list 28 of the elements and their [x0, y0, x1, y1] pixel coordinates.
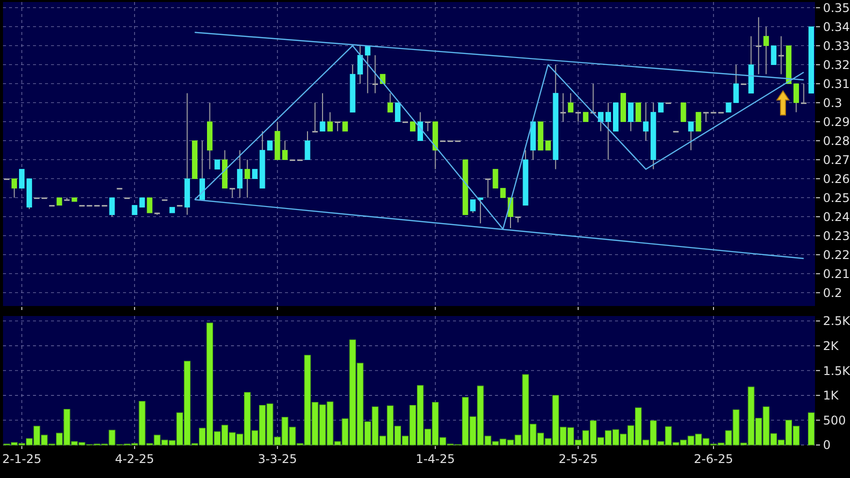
- x-tick-label: 4-2-25: [114, 452, 154, 466]
- y-tick-label: 0: [823, 438, 831, 452]
- y-tick-label: 0.35: [823, 0, 850, 15]
- x-tick-label: 1-4-25: [416, 452, 455, 466]
- y-tick-label: 1.5K: [823, 364, 850, 378]
- x-tick-label: 3-3-25: [258, 452, 298, 466]
- y-tick-label: 0.24: [823, 210, 850, 224]
- x-tick-label: 2-5-25: [558, 452, 598, 466]
- y-tick-label: 0.25: [823, 190, 850, 205]
- y-tick-label: 0.28: [823, 134, 850, 148]
- y-tick-label: 0.31: [823, 76, 850, 91]
- y-tick-label: 2K: [823, 338, 840, 353]
- y-tick-label: 0.26: [823, 172, 850, 186]
- y-tick-label: 2.5K: [823, 314, 850, 328]
- y-tick-label: 0.34: [823, 20, 850, 34]
- y-tick-label: 0.27: [823, 152, 850, 167]
- y-tick-label: 0.29: [823, 114, 850, 129]
- y-tick-label: 0.22: [823, 248, 850, 262]
- y-tick-label: 0.23: [823, 228, 850, 243]
- y-tick-label: 0.3: [823, 96, 842, 110]
- x-tick-label: 2-6-25: [694, 452, 734, 466]
- y-tick-label: 0.21: [823, 266, 850, 281]
- x-tick-label: 2-1-25: [2, 452, 42, 466]
- y-tick-label: 0.2: [823, 286, 842, 300]
- y-tick-label: 0.33: [823, 38, 850, 53]
- y-tick-label: 500: [823, 413, 846, 428]
- y-tick-label: 0.32: [823, 58, 850, 72]
- y-tick-label: 1K: [823, 388, 840, 403]
